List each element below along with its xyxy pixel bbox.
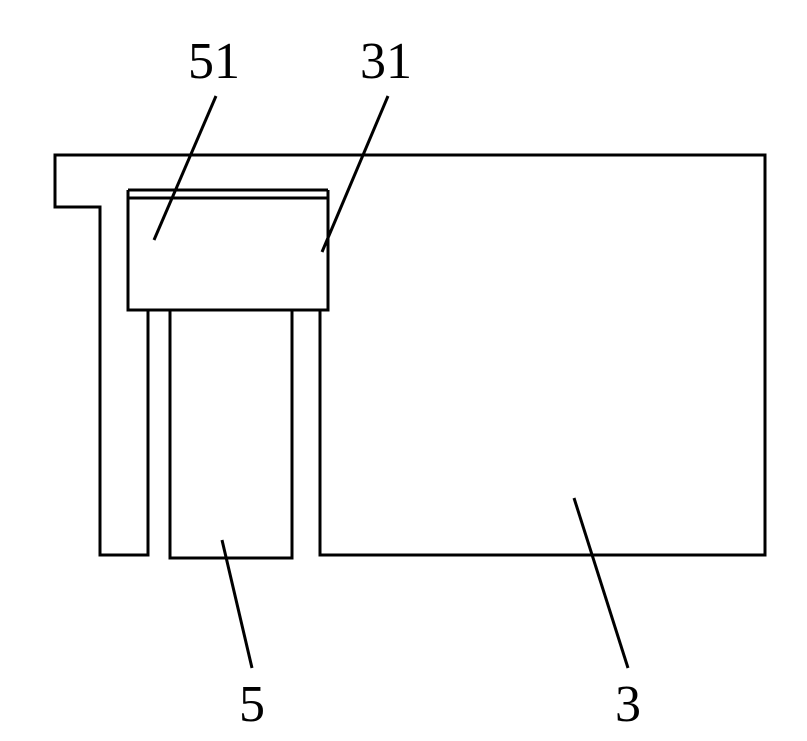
ll-31 <box>322 96 388 252</box>
ll-51 <box>154 96 216 240</box>
diagram-svg <box>0 0 807 741</box>
inner-part <box>128 198 328 558</box>
ll-3 <box>574 498 628 668</box>
outer-body <box>55 155 765 555</box>
